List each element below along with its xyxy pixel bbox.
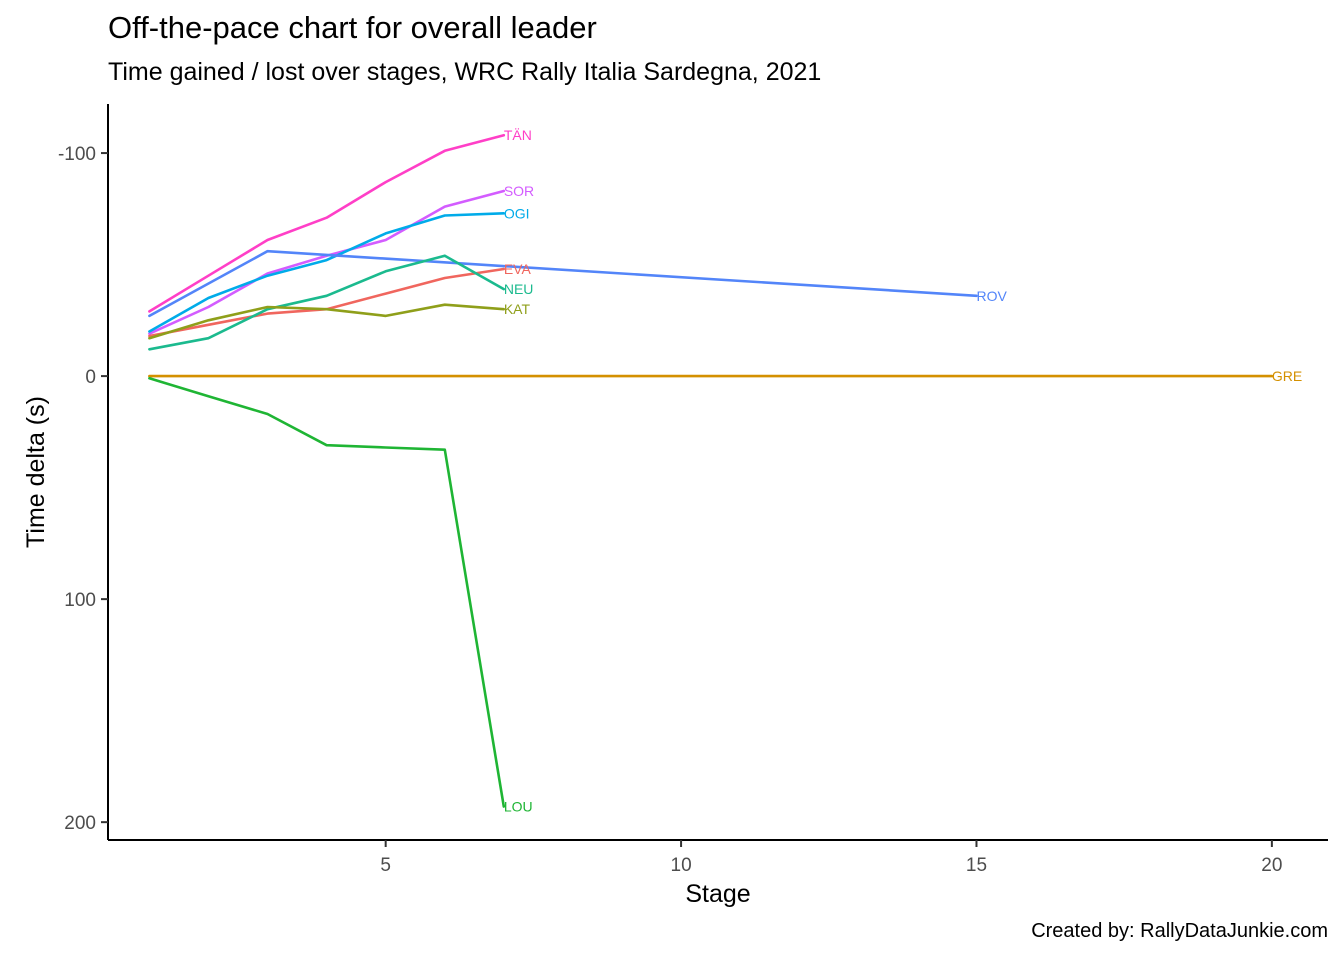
y-ticks: -100 0 100 200 (58, 144, 108, 834)
series-end-label: TÄN (504, 127, 532, 143)
end-labels-layer: TÄN SOR OGI ROV EVA NEU KAT GRE LOU (504, 127, 1302, 814)
series-line-rov (148, 249, 978, 318)
x-tick-label: 20 (1261, 855, 1282, 876)
y-tick-label: 100 (64, 590, 96, 611)
y-tick-label: 200 (64, 813, 96, 834)
credit-caption: Created by: RallyDataJunkie.com (1031, 920, 1328, 942)
series-line-lou (148, 376, 506, 808)
series-end-label: LOU (504, 799, 533, 815)
x-axis-title: Stage (685, 880, 750, 908)
y-tick-label: 0 (85, 367, 96, 388)
series-end-label: ROV (976, 288, 1007, 304)
y-tick-label: -100 (58, 144, 96, 165)
chart-subtitle: Time gained / lost over stages, WRC Rall… (108, 58, 822, 86)
series-line-tän (148, 133, 506, 313)
x-tick-label: 15 (966, 855, 987, 876)
x-tick-label: 5 (380, 855, 391, 876)
series-line-neu (148, 254, 506, 351)
x-ticks: 5 10 15 20 (380, 840, 1282, 876)
series-end-label: OGI (504, 205, 530, 221)
series-end-label: GRE (1272, 368, 1302, 384)
series-end-label: NEU (504, 281, 534, 297)
y-axis-title: Time delta (s) (22, 396, 50, 548)
x-tick-label: 10 (671, 855, 692, 876)
series-layer (148, 133, 1274, 808)
series-end-label: KAT (504, 301, 531, 317)
series-end-label: EVA (504, 261, 532, 277)
chart-title: Off-the-pace chart for overall leader (108, 10, 597, 45)
series-line-kat (148, 303, 506, 340)
series-end-label: SOR (504, 183, 534, 199)
series-line-ogi (148, 212, 506, 333)
